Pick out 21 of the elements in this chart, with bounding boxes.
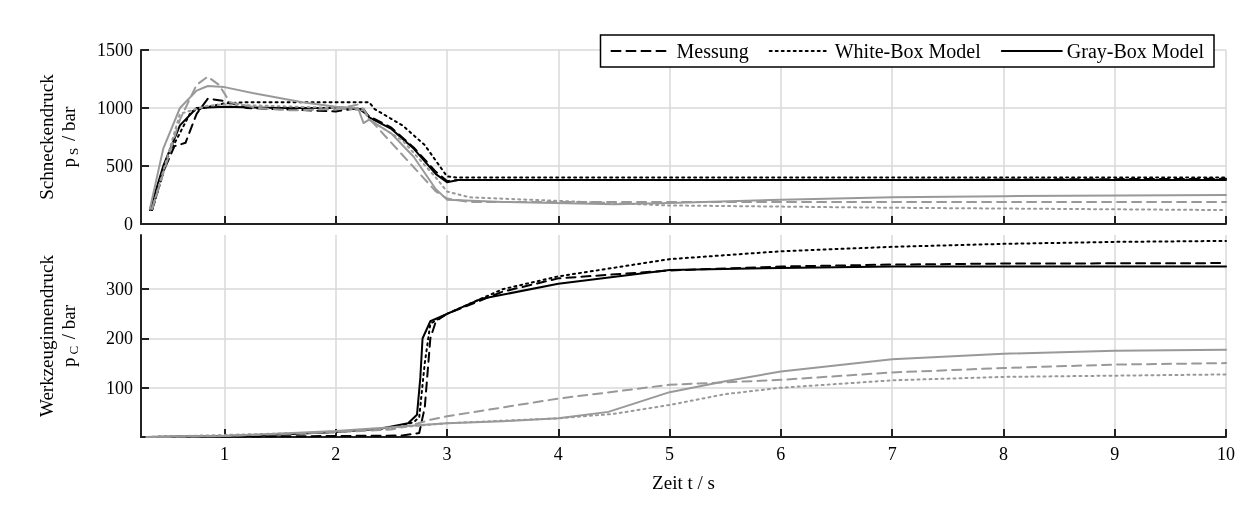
x-tick-label: 1 (219, 444, 229, 464)
x-tick-label: 5 (665, 444, 675, 464)
x-tick-label: 4 (553, 444, 563, 464)
legend-label: White-Box Model (834, 40, 982, 62)
y-tick-label: 500 (106, 156, 133, 176)
y-tick-label: 1000 (97, 98, 133, 118)
x-tick-label: 3 (442, 444, 452, 464)
x-axis-title: Zeit t / s (652, 472, 715, 493)
y-tick-label: 100 (106, 377, 133, 398)
x-tick-label: 7 (887, 444, 897, 464)
y-tick-label: 200 (106, 328, 133, 349)
x-tick-label: 6 (776, 444, 786, 464)
x-tick-label: 2 (331, 444, 341, 464)
x-tick-label: 10 (1217, 444, 1235, 464)
legend-label: Gray-Box Model (1066, 40, 1205, 63)
y-tick-label: 1500 (97, 40, 133, 60)
x-tick-label: 9 (1110, 444, 1120, 464)
x-tick-label: 8 (998, 444, 1008, 464)
y-tick-label: 300 (106, 279, 133, 300)
y-tick-label: 0 (124, 214, 133, 234)
legend-label: Messung (676, 40, 749, 63)
